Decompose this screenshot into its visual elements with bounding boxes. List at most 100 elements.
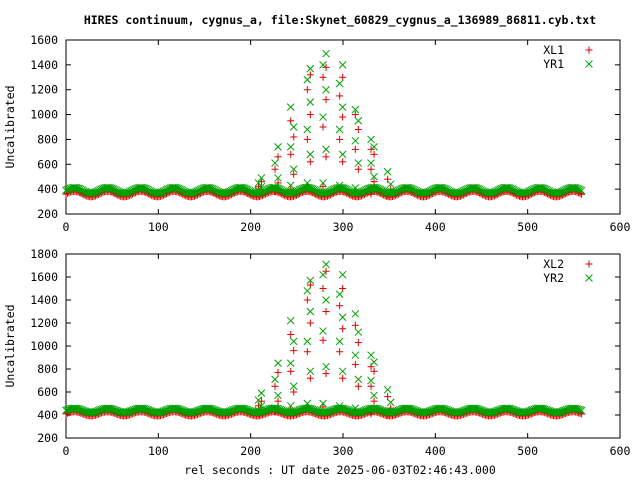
- data-point-xl1: [354, 165, 362, 173]
- data-point-yr1: [370, 183, 379, 192]
- data-point-yr2: [140, 404, 149, 413]
- data-point-yr1: [403, 183, 412, 192]
- data-point-yr1: [257, 182, 266, 191]
- data-point-yr2: [351, 404, 360, 412]
- data-point-xl1: [351, 145, 359, 153]
- data-point-yr2: [383, 385, 392, 394]
- data-point-yr2: [255, 408, 264, 417]
- data-point-yr2: [404, 404, 413, 413]
- data-point-yr2: [322, 408, 330, 417]
- data-point-yr2: [171, 404, 180, 413]
- data-point-xl2: [319, 285, 327, 292]
- data-point-yr1: [254, 179, 263, 187]
- data-point-yr2: [338, 270, 347, 279]
- data-point-yr1: [367, 159, 375, 167]
- data-point-yr1: [88, 189, 97, 197]
- data-point-yr1: [221, 189, 230, 197]
- data-point-yr2: [214, 407, 223, 416]
- data-point-yr2: [257, 389, 266, 398]
- x-tick-label: 600: [610, 220, 631, 234]
- data-point-yr2: [147, 407, 156, 416]
- data-point-yr1: [453, 189, 462, 197]
- data-point-xl1: [319, 73, 327, 81]
- data-point-yr1: [87, 189, 95, 197]
- data-point-xl2: [370, 367, 378, 375]
- data-point-yr2: [523, 408, 531, 416]
- data-point-xl2: [303, 348, 311, 356]
- data-point-xl1: [354, 125, 362, 133]
- data-point-yr2: [289, 382, 298, 391]
- data-point-yr2: [555, 408, 564, 416]
- data-point-yr1: [421, 189, 429, 197]
- data-point-yr1: [257, 174, 266, 182]
- data-point-yr2: [351, 309, 360, 318]
- data-point-xl1: [287, 150, 295, 158]
- data-point-yr2: [421, 408, 429, 417]
- data-point-yr2: [254, 406, 263, 415]
- data-point-yr2: [512, 407, 521, 415]
- data-point-xl2: [354, 382, 362, 390]
- data-point-yr2: [303, 399, 312, 408]
- data-point-yr2: [122, 408, 131, 417]
- data-point-yr2: [455, 408, 463, 417]
- data-point-xl1: [306, 111, 314, 119]
- data-point-yr1: [319, 179, 327, 187]
- data-point-yr2: [446, 407, 454, 415]
- data-point-yr1: [104, 183, 113, 192]
- y-tick-label: 400: [37, 182, 58, 196]
- x-tick-label: 400: [425, 444, 446, 458]
- x-tick-label: 600: [610, 444, 631, 458]
- data-point-xl2: [290, 388, 298, 396]
- data-point-yr1: [137, 183, 146, 192]
- y-axis-label-bottom: Uncalibrated: [3, 304, 17, 387]
- data-point-yr2: [386, 398, 395, 407]
- data-point-yr2: [263, 405, 271, 414]
- data-point-yr2: [437, 404, 446, 413]
- data-point-yr2: [335, 290, 344, 299]
- data-point-yr1: [304, 183, 313, 192]
- data-point-yr2: [303, 337, 312, 346]
- data-point-yr2: [577, 406, 586, 415]
- data-point-yr2: [323, 408, 332, 416]
- data-point-xl2: [306, 374, 314, 382]
- data-point-yr2: [304, 404, 313, 413]
- data-point-yr2: [537, 404, 546, 413]
- data-point-yr1: [220, 189, 228, 197]
- data-point-yr1: [274, 143, 282, 151]
- data-point-yr1: [121, 189, 129, 197]
- data-point-yr2: [554, 408, 562, 417]
- data-point-yr2: [306, 276, 315, 285]
- data-point-xl1: [274, 153, 282, 161]
- data-point-yr2: [63, 405, 72, 414]
- legend-marker-yr1: [585, 60, 593, 68]
- data-point-yr2: [196, 405, 205, 414]
- y-tick-label: 600: [37, 385, 58, 399]
- data-point-yr2: [172, 404, 181, 413]
- data-point-xl2: [290, 347, 298, 355]
- data-point-yr1: [303, 125, 312, 134]
- data-point-yr2: [539, 404, 548, 413]
- data-point-yr2: [164, 405, 172, 414]
- x-tick-label: 300: [333, 444, 354, 458]
- data-point-yr1: [404, 183, 413, 192]
- data-point-yr2: [505, 404, 514, 413]
- data-point-yr2: [288, 408, 296, 417]
- y-tick-label: 1200: [30, 83, 58, 97]
- data-point-yr1: [306, 150, 315, 159]
- data-point-xl2: [287, 331, 295, 338]
- data-point-yr2: [370, 404, 379, 413]
- data-point-yr2: [571, 404, 580, 413]
- data-point-yr2: [189, 408, 197, 417]
- data-point-yr2: [319, 270, 327, 279]
- data-point-yr1: [303, 75, 312, 84]
- data-point-yr1: [576, 185, 584, 194]
- data-point-yr2: [221, 408, 230, 417]
- data-point-yr2: [370, 391, 378, 400]
- data-point-yr1: [203, 183, 212, 192]
- data-point-yr1: [71, 183, 79, 192]
- data-point-yr1: [353, 189, 361, 197]
- y-tick-label: 1800: [30, 247, 58, 261]
- data-point-xl2: [306, 319, 314, 327]
- data-point-xl1: [290, 133, 298, 141]
